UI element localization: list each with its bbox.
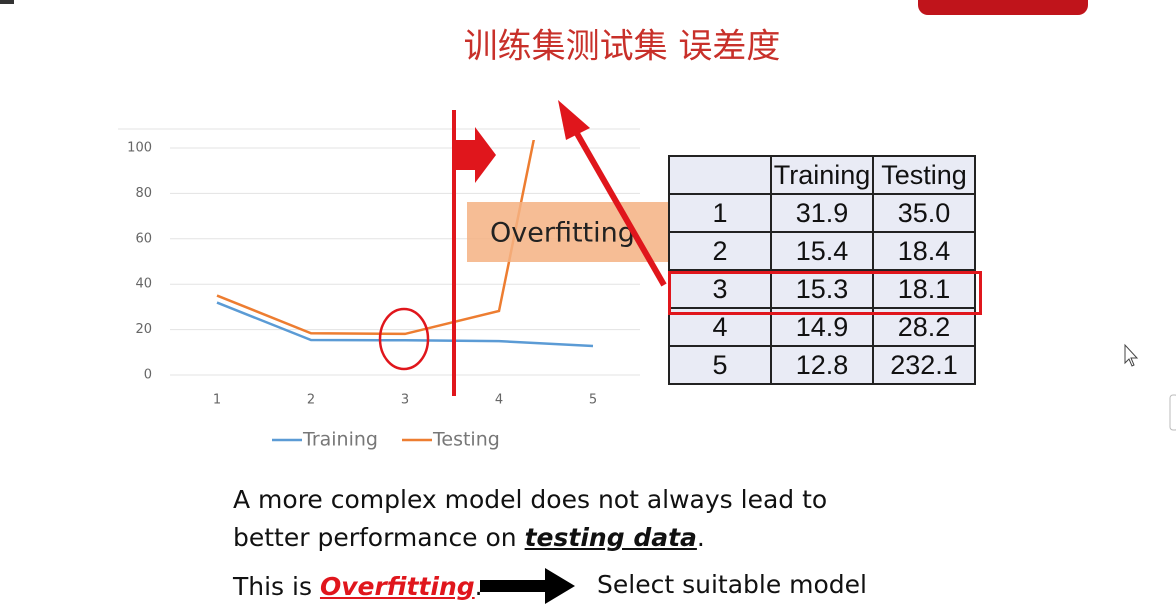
annotation: Overfitting: [490, 218, 635, 249]
cursor: [1124, 343, 1139, 367]
text-line: This is Overfitting.: [233, 572, 483, 601]
text-line: A more complex model does not always lea…: [233, 485, 827, 514]
x-tick-label: 2: [307, 393, 315, 408]
results-table: Training Testing 1 31.9 35.0 2 15.4 18.4 3 15.3 1…: [668, 155, 976, 385]
corner-mark: [0, 0, 14, 4]
text: This is: [233, 572, 313, 601]
page-title: 训练集测试集 误差度: [464, 27, 781, 67]
emphasis: Overfitting: [319, 572, 475, 601]
arrow-right: [455, 127, 496, 183]
table-cell: 35.0: [872, 193, 976, 233]
table-cell: 31.9: [770, 193, 874, 233]
table-cell: 5: [668, 345, 772, 385]
text: A more complex model does not always lea…: [233, 485, 828, 514]
text: Select suitable model: [597, 570, 867, 599]
badge: [918, 0, 1088, 15]
text: .: [474, 572, 483, 601]
text-line: Select suitable model: [597, 570, 867, 599]
table-corner: [668, 155, 772, 195]
y-tick-label: 60: [135, 231, 152, 246]
table-cell: 15.3: [770, 269, 874, 309]
series-line: [216, 140, 536, 336]
row-highlight: [668, 271, 982, 315]
table-cell: 12.8: [770, 345, 874, 385]
legend-label: Testing: [432, 429, 500, 451]
x-tick-label: 4: [495, 393, 503, 408]
series-line: [216, 301, 594, 348]
table-cell: 2: [668, 231, 772, 271]
table-cell: 18.4: [872, 231, 976, 271]
text: .: [696, 523, 705, 552]
table-cell: 15.4: [770, 231, 874, 271]
y-tick-label: 80: [135, 186, 152, 201]
table-cell: 1: [668, 193, 772, 233]
text-line: better performance on testing data.: [233, 523, 705, 552]
table-row: 5 12.8 232.1: [668, 345, 976, 385]
highlight-circle: [378, 307, 430, 371]
table-row: 2 15.4 18.4: [668, 231, 976, 271]
x-tick-label: 3: [401, 393, 409, 408]
y-tick-label: 100: [127, 141, 152, 156]
emphasis: testing data: [524, 523, 697, 552]
legend-label: Training: [302, 429, 378, 451]
x-tick-label: 1: [213, 393, 221, 408]
series-group: [216, 140, 594, 348]
y-tick-label: 40: [135, 277, 152, 292]
table-cell: 3: [668, 269, 772, 309]
table-header: Testing: [872, 155, 976, 195]
y-tick-label: 20: [135, 322, 152, 337]
table-cell: 232.1: [872, 345, 976, 385]
scrollbar: [1169, 394, 1176, 431]
y-tick-label: 0: [144, 368, 152, 383]
table-row: 1 31.9 35.0: [668, 193, 976, 233]
table-header: Training: [770, 155, 874, 195]
text: better performance on: [233, 523, 517, 552]
x-tick-label: 5: [589, 393, 597, 408]
